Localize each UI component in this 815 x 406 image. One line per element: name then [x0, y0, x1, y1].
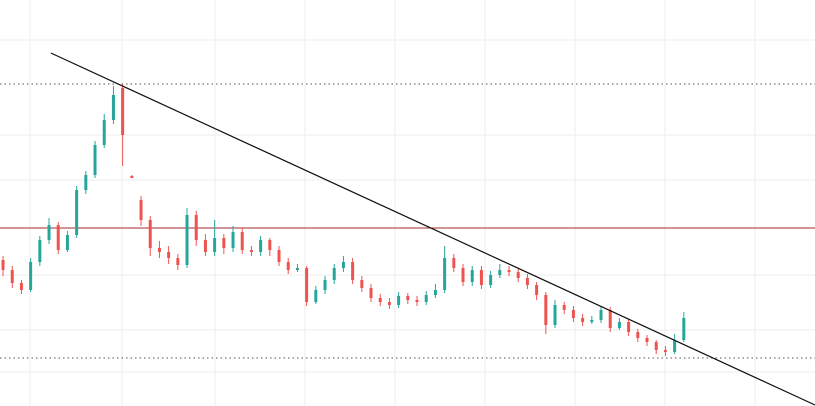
candle-body	[663, 350, 667, 352]
candle-body	[19, 283, 23, 290]
candle-body	[139, 200, 143, 220]
candle-body	[608, 310, 612, 328]
candle-body	[351, 262, 355, 280]
candle-body	[470, 270, 474, 282]
candle-body	[47, 225, 51, 240]
candle-body	[56, 225, 60, 250]
candle-body	[378, 298, 382, 302]
candle-body	[498, 270, 502, 275]
candle-body	[654, 342, 658, 350]
candle-body	[213, 238, 217, 252]
trend-line	[50, 52, 815, 406]
candle-body	[553, 305, 557, 325]
candle-body	[452, 258, 456, 268]
candle-body	[167, 252, 171, 258]
candle-body	[360, 280, 364, 288]
candle-body	[682, 318, 686, 340]
candle-body	[369, 288, 373, 298]
candle-body	[38, 240, 42, 262]
candle-body	[222, 238, 226, 248]
candle-body	[387, 302, 391, 305]
candle-body	[259, 240, 263, 252]
candle-body	[10, 270, 14, 283]
candle-body	[627, 322, 631, 332]
candle-body	[599, 310, 603, 320]
candle-body	[323, 280, 327, 290]
candle-body	[415, 300, 419, 302]
candle-body	[84, 175, 88, 190]
candle-body	[231, 232, 235, 248]
candle-body	[240, 232, 244, 250]
candle-body	[645, 338, 649, 342]
candle-body	[673, 340, 677, 352]
candle-body	[590, 320, 594, 322]
candle-body	[29, 262, 33, 290]
candle-body	[305, 268, 309, 302]
candle-body	[194, 215, 198, 240]
candle-body	[535, 285, 539, 295]
candle-body	[130, 176, 134, 178]
candle-body	[295, 268, 299, 270]
candle-body	[617, 322, 621, 328]
candle-body	[397, 296, 401, 305]
candle-body	[249, 250, 253, 252]
candle-body	[636, 332, 640, 338]
candle-body	[75, 190, 79, 235]
candle-body	[544, 295, 548, 325]
candle-body	[341, 262, 345, 268]
candle-body	[157, 248, 161, 252]
candle-body	[65, 235, 69, 250]
candle-body	[433, 290, 437, 295]
candle-body	[461, 268, 465, 282]
candle-body	[562, 305, 566, 310]
candle-body	[489, 275, 493, 285]
candle-body	[176, 258, 180, 265]
candle-body	[443, 258, 447, 290]
candle-body	[507, 270, 511, 272]
candle-body	[277, 250, 281, 262]
candle-body	[203, 240, 207, 252]
candle-body	[93, 145, 97, 175]
candle-body	[185, 215, 189, 265]
candle-body	[406, 296, 410, 300]
candle-body	[148, 220, 152, 248]
candle-body	[1, 260, 5, 270]
candle-body	[121, 88, 125, 135]
candle-body	[516, 272, 520, 278]
candle-body	[525, 278, 529, 285]
candle-body	[286, 262, 290, 270]
candle-body	[314, 290, 318, 302]
candle-body	[581, 318, 585, 322]
candle-body	[424, 295, 428, 302]
candle-body	[268, 240, 272, 250]
candle-body	[571, 310, 575, 318]
candle-body	[332, 268, 336, 280]
candle-body	[111, 95, 115, 120]
candle-body	[102, 120, 106, 145]
candle-body	[479, 270, 483, 285]
